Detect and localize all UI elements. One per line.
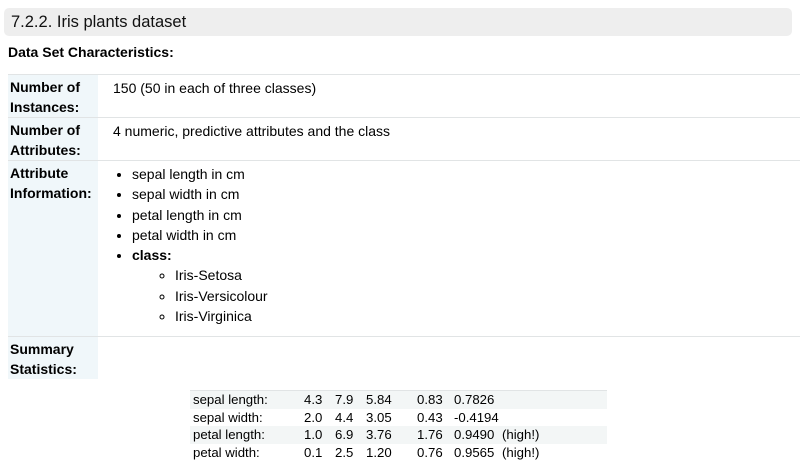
table-cell: 0.76: [417, 444, 443, 460]
table-cell: 0.43: [417, 409, 443, 425]
field-name-line: Number of: [10, 79, 80, 95]
table-cell: -0.4194: [454, 409, 499, 425]
table-cell: (high!): [502, 444, 540, 460]
class-label: class:: [132, 247, 172, 264]
field-row-attributes: Number of Attributes: 4 numeric, predict…: [8, 117, 800, 161]
table-cell: sepal width:: [193, 409, 263, 425]
field-value-attributes: 4 numeric, predictive attributes and the…: [113, 123, 391, 139]
field-value-attribute-information: sepal length in cm sepal width in cm pet…: [98, 161, 800, 337]
attribute-item-class: class: Iris-Setosa Iris-Versicolour Iris…: [132, 245, 800, 326]
class-item: Iris-Setosa: [175, 265, 800, 285]
field-name-line: Statistics:: [10, 361, 77, 377]
table-cell: 0.9490: [454, 427, 495, 442]
field-list: Number of Instances: 150 (50 in each of …: [8, 74, 800, 379]
attribute-list: sepal length in cm sepal width in cm pet…: [113, 164, 800, 326]
table-cell: 0.9565: [454, 444, 495, 460]
field-row-instances: Number of Instances: 150 (50 in each of …: [8, 74, 800, 118]
table-cell: 7.9: [335, 392, 354, 407]
field-row-attribute-information: Attribute Information: sepal length in c…: [8, 160, 800, 337]
attribute-item: petal length in cm: [132, 205, 800, 225]
section-title: 7.2.2. Iris plants dataset: [4, 8, 792, 36]
table-cell: 5.84: [366, 392, 392, 407]
table-cell: 2.0: [304, 409, 323, 425]
table-row: sepal length: 4.3 7.9 5.84 0.83 0.7826: [190, 390, 607, 409]
table-cell: 0.7826: [454, 392, 495, 407]
field-value-instances: 150 (50 in each of three classes): [113, 80, 317, 96]
table-cell: sepal length:: [193, 392, 268, 407]
table-row: petal width: 0.1 2.5 1.20 0.76 0.9565 (h…: [190, 444, 607, 462]
table-cell: 2.5: [335, 444, 354, 460]
class-item: Iris-Virginica: [175, 306, 800, 326]
field-name-line: Attribute: [10, 165, 69, 181]
table-cell: 3.05: [366, 409, 392, 425]
field-name-line: Attributes:: [10, 142, 81, 158]
class-list: Iris-Setosa Iris-Versicolour Iris-Virgin…: [132, 265, 800, 326]
table-cell: [502, 391, 607, 409]
table-cell: 1.0: [304, 427, 323, 442]
table-cell: (high!): [502, 427, 540, 442]
field-row-summary-statistics: Summary Statistics:: [8, 336, 800, 380]
field-name-line: Summary: [10, 341, 74, 357]
field-name-line: Number of: [10, 122, 80, 138]
field-name-line: Instances:: [10, 99, 80, 115]
field-name-attributes: Number of Attributes:: [8, 117, 98, 161]
table-cell: 0.1: [304, 444, 323, 460]
attribute-item: sepal length in cm: [132, 164, 800, 184]
attribute-item: petal width in cm: [132, 225, 800, 245]
table-row: petal length: 1.0 6.9 3.76 1.76 0.9490 (…: [190, 426, 607, 444]
summary-statistics-table: sepal length: 4.3 7.9 5.84 0.83 0.7826 s…: [190, 390, 607, 461]
table-cell: 4.4: [335, 409, 354, 425]
field-name-summary-statistics: Summary Statistics:: [8, 336, 98, 379]
table-cell: 3.76: [366, 427, 392, 442]
table-cell: petal width:: [193, 444, 260, 460]
table-cell: 0.83: [417, 392, 443, 407]
table-cell: [502, 409, 607, 427]
attribute-item: sepal width in cm: [132, 184, 800, 204]
field-name-line: Information:: [10, 185, 92, 201]
field-value-summary-statistics: [98, 337, 800, 380]
table-cell: 6.9: [335, 427, 354, 442]
characteristics-heading: Data Set Characteristics:: [8, 44, 174, 60]
table-cell: 4.3: [304, 392, 323, 407]
table-cell: 1.76: [417, 427, 443, 442]
table-cell: 1.20: [366, 444, 392, 460]
table-row: sepal width: 2.0 4.4 3.05 0.43 -0.4194: [190, 409, 607, 427]
field-name-attribute-information: Attribute Information:: [8, 160, 98, 337]
field-name-instances: Number of Instances:: [8, 74, 98, 118]
class-item: Iris-Versicolour: [175, 286, 800, 306]
table-cell: petal length:: [193, 427, 265, 442]
